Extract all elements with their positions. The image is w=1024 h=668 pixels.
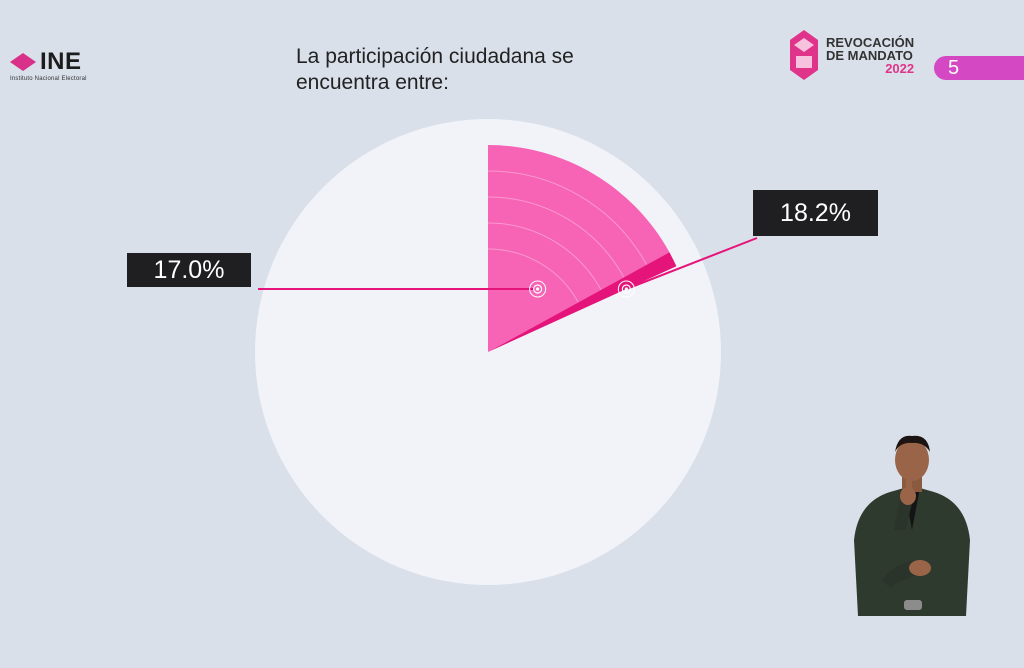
slice-ring [487,196,625,278]
leader-lines [258,237,758,290]
marker-high-ring [624,287,628,291]
data-label-high: 18.2% [753,190,878,236]
slice-ring [487,222,602,291]
sign-language-interpreter [854,435,970,616]
slice-ring [487,170,648,266]
marker-low-ring [536,287,540,291]
title-line-1: La participación ciudadana se [296,45,574,68]
title-line-2: encuentra entre: [296,71,449,94]
page-number: 5 [934,56,1024,80]
slice-range [488,252,677,352]
ine-logo: INE Instituto Nacional Electoral [10,50,120,82]
marker-high-ring [621,284,631,294]
marker-low-ring [529,280,547,298]
badge-line-2: DE MANDATO [826,47,913,63]
logo-text: INE [40,48,82,75]
slice-markers [529,280,635,298]
slice-low [488,145,670,352]
badge-year: 2022 [885,60,915,76]
marker-low [529,280,547,298]
marker-high [617,280,635,298]
data-label-low: 17.0% [127,253,251,287]
ine-diamond-icon [10,53,36,71]
badge-line-1: REVOCACIÓN [826,34,915,50]
leader-line-high [625,237,758,290]
ballot-box-icon [790,30,818,80]
revocacion-badge: REVOCACIÓN DE MANDATO 2022 [790,30,914,80]
logo-subtitle: Instituto Nacional Electoral [10,76,87,82]
pie-slices [487,145,677,352]
marker-high-ring [617,280,635,298]
badge-text: REVOCACIÓN DE MANDATO 2022 [826,36,914,75]
slice-ring [487,248,579,303]
page-title: La participación ciudadana se encuentra … [296,44,676,96]
marker-low-ring [533,284,543,294]
